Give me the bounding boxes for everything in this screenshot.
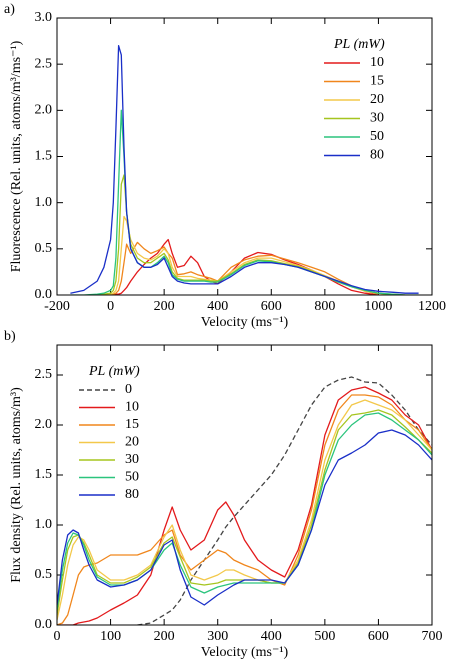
x-tick-label: 600 [261, 299, 282, 314]
x-tick-label: 0 [107, 299, 114, 314]
legend-label: 30 [125, 452, 139, 467]
legend-label: 0 [125, 382, 132, 397]
x-tick-label: 600 [368, 629, 389, 644]
y-tick-label: 2.0 [35, 417, 53, 432]
series-line [57, 412, 432, 611]
x-axis-label: Velocity (ms⁻¹) [201, 315, 289, 330]
x-tick-label: 500 [314, 629, 335, 644]
legend-label: 80 [125, 487, 139, 502]
legend-title: PL (mW) [88, 364, 140, 379]
legend-label: 20 [125, 435, 139, 450]
series-line [137, 376, 432, 625]
y-tick-label: 2.5 [35, 367, 53, 382]
plot-frame [56, 344, 433, 626]
series-line [57, 399, 432, 621]
legend-label: 15 [370, 74, 384, 89]
y-tick-label: 2.5 [35, 56, 53, 71]
series-line [97, 174, 406, 295]
x-tick-label: 1200 [418, 299, 446, 314]
panel-label: b) [4, 329, 16, 344]
y-tick-label: 0.5 [35, 241, 53, 256]
x-tick-label: 0 [54, 629, 61, 644]
y-tick-label: 3.0 [35, 10, 53, 25]
legend-label: 10 [370, 55, 384, 70]
y-tick-label: 2.0 [35, 103, 53, 118]
legend-label: 50 [125, 470, 139, 485]
series-line [103, 215, 392, 295]
series-line [110, 241, 379, 295]
legend-label: 15 [125, 417, 139, 432]
series-line [57, 386, 432, 625]
x-tick-label: -200 [44, 299, 70, 314]
x-tick-label: 100 [100, 629, 121, 644]
y-tick-label: 0.0 [35, 617, 53, 632]
legend-label: 30 [370, 111, 384, 126]
legend-label: 10 [125, 400, 139, 415]
x-tick-label: 200 [154, 299, 175, 314]
y-axis-label: Fluorescence (Rel. units, atoms/m³/ms⁻¹) [9, 40, 24, 272]
y-tick-label: 0.0 [35, 287, 53, 302]
y-tick-label: 1.5 [35, 467, 53, 482]
panel-label: a) [4, 2, 15, 17]
y-tick-label: 1.0 [35, 195, 53, 210]
y-tick-label: 1.0 [35, 517, 53, 532]
x-tick-label: 400 [261, 629, 282, 644]
plot-frame [56, 17, 433, 296]
x-tick-label: 1000 [364, 299, 392, 314]
x-tick-label: 200 [154, 629, 175, 644]
series-line [57, 429, 432, 606]
series-line [57, 394, 432, 625]
x-tick-label: 800 [314, 299, 335, 314]
series-line [57, 409, 432, 616]
x-tick-label: 300 [207, 629, 228, 644]
legend-label: 20 [370, 92, 384, 107]
legend-title: PL (mW) [333, 37, 385, 52]
y-tick-label: 1.5 [35, 149, 53, 164]
legend-label: 50 [370, 129, 384, 144]
x-tick-label: 400 [207, 299, 228, 314]
x-axis-label: Velocity (ms⁻¹) [201, 645, 289, 660]
x-tick-label: 700 [422, 629, 443, 644]
y-tick-label: 0.5 [35, 567, 53, 582]
series-line [70, 45, 419, 294]
y-axis-label: Flux density (Rel. units, atoms/m³) [9, 387, 24, 583]
legend-label: 80 [370, 148, 384, 163]
